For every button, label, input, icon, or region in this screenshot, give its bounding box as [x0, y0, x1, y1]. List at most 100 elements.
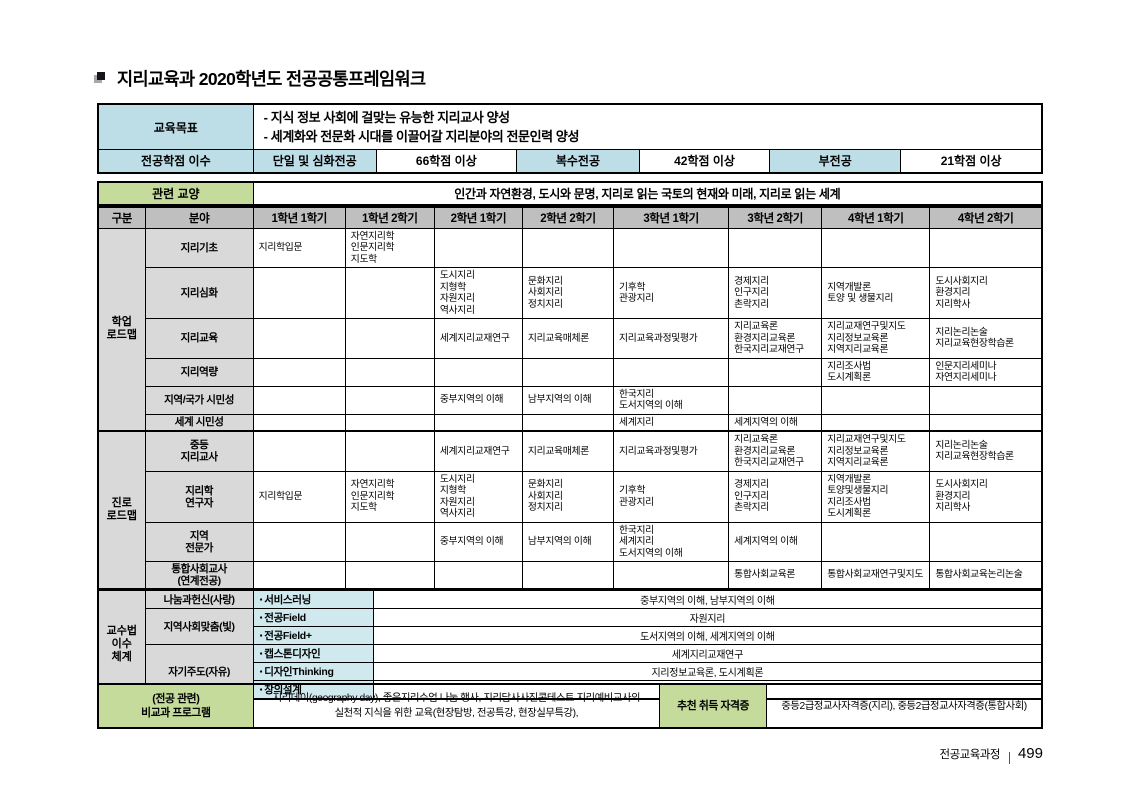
course-cell: 세계지역의 이해: [728, 521, 823, 562]
method-value-cell: 도서지역의 이해, 세계지역의 이해: [372, 626, 1043, 645]
section-label-cell: 교수법 이수 체계: [97, 590, 146, 700]
field-label-cell: 세계 시민성: [144, 413, 254, 432]
course-cell: [433, 413, 523, 432]
course-cell: 경제지리 인구지리 촌락지리: [728, 267, 823, 319]
course-cell: 자연지리학 인문지리학 지도학: [344, 227, 435, 268]
title-bullet-icon: [97, 71, 105, 80]
column-header: 3학년 1학기: [613, 206, 730, 229]
extracurricular-table: (전공 관련) 비교과 프로그램 지리데이(geography day), 좋은…: [97, 683, 1043, 729]
column-header: 분야: [144, 206, 254, 229]
course-cell: [344, 561, 435, 590]
course-cell: 지역개발론 토양 및 생물지리: [821, 267, 931, 319]
course-cell: [613, 227, 730, 268]
certificates-value-cell: 중등2급정교사자격증(지리), 중등2급정교사자격증(통합사회): [766, 683, 1043, 729]
course-cell: 지리교재연구및지도 지리정보교육론 지역지리교육론: [821, 318, 931, 359]
goal-content-cell: - 지식 정보 사회에 걸맞는 유능한 지리교사 양성 - 세계화와 전문화 시…: [252, 103, 1043, 150]
method-label-cell: ▪ 디자인Thinking: [252, 662, 374, 681]
method-value-cell: 지리정보교육론, 도시계획론: [372, 662, 1043, 681]
footer-divider: [1008, 752, 1010, 764]
course-cell: [821, 227, 931, 268]
field-label-cell: 지리심화: [144, 267, 254, 319]
liberal-arts-value-cell: 인간과 자연환경, 도시와 문명, 지리로 읽는 국토의 현재와 미래, 지리로…: [252, 181, 1043, 206]
course-cell: [252, 413, 346, 432]
goals-table: 교육목표 - 지식 정보 사회에 걸맞는 유능한 지리교사 양성 - 세계화와 …: [97, 103, 1043, 174]
course-cell: [613, 561, 730, 590]
course-cell: [344, 357, 435, 387]
course-cell: 지리교육과정및평가: [613, 318, 730, 359]
column-header: 1학년 1학기: [252, 206, 346, 229]
method-value-cell: 중부지역의 이해, 남부지역의 이해: [372, 590, 1043, 609]
goal-label-cell: 교육목표: [97, 103, 254, 150]
course-cell: [252, 385, 346, 415]
course-cell: [521, 561, 615, 590]
course-cell: [521, 227, 615, 268]
course-cell: 도시사회지리 환경지리 지리학사: [929, 470, 1043, 523]
course-cell: 중부지역의 이해: [433, 385, 523, 415]
column-header: 1학년 2학기: [344, 206, 435, 229]
course-cell: [821, 385, 931, 415]
course-cell: [433, 227, 523, 268]
extracurricular-label-cell: (전공 관련) 비교과 프로그램: [97, 683, 254, 729]
course-cell: [344, 385, 435, 415]
footer-section-label: 전공교육과정: [939, 749, 1000, 761]
column-header: 구분: [97, 206, 146, 229]
course-cell: 지리논리논술 지리교육현장학습론: [929, 318, 1043, 359]
course-cell: 기후학 관광지리: [613, 267, 730, 319]
method-label-cell: ▪ 캡스톤디자인: [252, 644, 374, 663]
course-cell: [252, 318, 346, 359]
credit-value-cell: 66학점 이상: [375, 149, 517, 173]
credits-label-cell: 전공학점 이수: [97, 149, 254, 173]
column-header: 2학년 2학기: [521, 206, 615, 229]
course-cell: 세계지리: [613, 413, 730, 432]
field-label-cell: 지리역량: [144, 357, 254, 387]
page-footer: 전공교육과정 499: [97, 745, 1043, 764]
course-cell: [613, 357, 730, 387]
page-title: 지리교육과 2020학년도 전공공통프레임워크: [117, 69, 426, 89]
course-cell: 도시사회지리 환경지리 지리학사: [929, 267, 1043, 319]
course-cell: [344, 413, 435, 432]
course-cell: 도시지리 지형학 자원지리 역사지리: [433, 470, 523, 523]
course-cell: 중부지역의 이해: [433, 521, 523, 562]
course-cell: [344, 318, 435, 359]
course-cell: [252, 267, 346, 319]
field-label-cell: 지역/국가 시민성: [144, 385, 254, 415]
course-cell: [252, 521, 346, 562]
course-cell: 통합사회교육론: [728, 561, 823, 590]
course-cell: 도시지리 지형학 자원지리 역사지리: [433, 267, 523, 319]
course-cell: [929, 413, 1043, 432]
method-label-cell: ▪ 서비스러닝: [252, 590, 374, 609]
method-value-cell: 세계지리교재연구: [372, 644, 1043, 663]
course-cell: 자연지리학 인문지리학 지도학: [344, 470, 435, 523]
liberal-arts-label-cell: 관련 교양: [97, 181, 254, 206]
field-label-cell: 지리교육: [144, 318, 254, 359]
method-value-cell: 자원지리: [372, 608, 1043, 627]
method-label-cell: ▪ 전공Field: [252, 608, 374, 627]
course-cell: 기후학 관광지리: [613, 470, 730, 523]
course-cell: 문화지리 사회지리 정치지리: [521, 470, 615, 523]
course-cell: [821, 521, 931, 562]
course-cell: 통합사회교육논리논술: [929, 561, 1043, 590]
course-cell: 지리학입문: [252, 470, 346, 523]
field-label-cell: 지리기초: [144, 227, 254, 268]
course-cell: 지역개발론 토양및생물지리 지리조사법 도시계획론: [821, 470, 931, 523]
course-cell: 지리교육론 환경지리교육론 한국지리교재연구: [728, 430, 823, 472]
course-cell: 통합사회교재연구및지도: [821, 561, 931, 590]
course-cell: 남부지역의 이해: [521, 521, 615, 562]
course-cell: [252, 561, 346, 590]
method-label-cell: ▪ 전공Field+: [252, 626, 374, 645]
course-cell: [929, 385, 1043, 415]
column-header: 2학년 1학기: [433, 206, 523, 229]
course-cell: [521, 413, 615, 432]
course-cell: [344, 521, 435, 562]
course-cell: [521, 357, 615, 387]
credit-value-cell: 42학점 이상: [638, 149, 771, 173]
course-cell: [252, 357, 346, 387]
credit-type-cell: 단일 및 심화전공: [252, 149, 377, 173]
course-cell: 문화지리 사회지리 정치지리: [521, 267, 615, 319]
course-cell: 지리교육론 환경지리교육론 한국지리교재연구: [728, 318, 823, 359]
section-label-cell: 학업 로드맵: [97, 227, 146, 432]
credit-value-cell: 21학점 이상: [900, 149, 1043, 173]
course-cell: 지리교육매체론: [521, 318, 615, 359]
course-cell: [728, 227, 823, 268]
